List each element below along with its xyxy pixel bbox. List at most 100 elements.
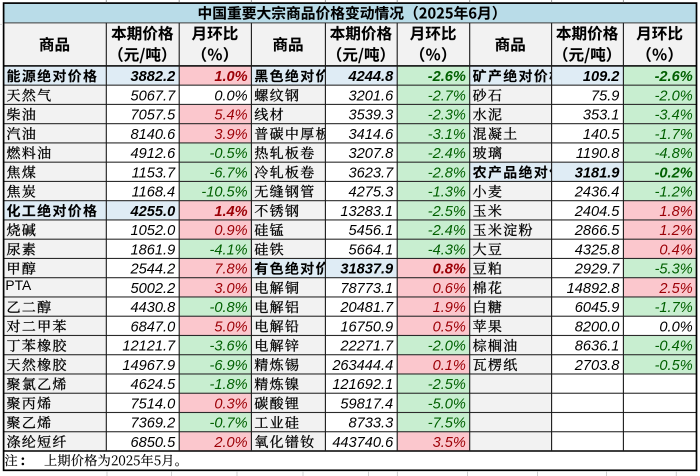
svg-text:3.0%: 3.0% xyxy=(214,281,247,297)
svg-text:1.8%: 1.8% xyxy=(659,204,692,220)
svg-text:-0.4%: -0.4% xyxy=(655,339,693,355)
svg-text:3623.7: 3623.7 xyxy=(349,165,395,181)
svg-text:31837.9: 31837.9 xyxy=(340,262,394,278)
svg-text:3207.8: 3207.8 xyxy=(349,146,395,162)
svg-text:0.6%: 0.6% xyxy=(433,281,466,297)
svg-text:1.0%: 1.0% xyxy=(214,69,247,85)
svg-text:-0.5%: -0.5% xyxy=(655,358,693,374)
svg-text:0.5%: 0.5% xyxy=(433,319,466,335)
svg-text:0.0%: 0.0% xyxy=(659,319,692,335)
svg-text:2866.5: 2866.5 xyxy=(574,223,621,239)
svg-text:7514.0: 7514.0 xyxy=(131,396,176,412)
svg-text:1.4%: 1.4% xyxy=(214,204,247,220)
svg-text:78773.1: 78773.1 xyxy=(340,281,393,297)
svg-text:20481.7: 20481.7 xyxy=(339,300,394,316)
svg-text:4325.8: 4325.8 xyxy=(575,242,621,258)
svg-text:263444.4: 263444.4 xyxy=(331,358,393,374)
svg-text:-10.5%: -10.5% xyxy=(201,185,247,201)
svg-text:59817.4: 59817.4 xyxy=(340,396,393,412)
svg-text:5.0%: 5.0% xyxy=(214,319,247,335)
svg-text:0.8%: 0.8% xyxy=(433,262,466,278)
svg-text:2.5%: 2.5% xyxy=(658,281,692,297)
svg-text:4255.0: 4255.0 xyxy=(130,204,176,220)
svg-text:-2.7%: -2.7% xyxy=(428,88,466,104)
svg-text:-1.2%: -1.2% xyxy=(655,185,693,201)
svg-text:3.9%: 3.9% xyxy=(214,127,247,143)
svg-text:1153.7: 1153.7 xyxy=(132,165,176,181)
svg-text:0.1%: 0.1% xyxy=(433,358,466,374)
svg-text:4430.8: 4430.8 xyxy=(131,300,177,316)
svg-text:121692.1: 121692.1 xyxy=(332,377,393,393)
svg-text:3201.6: 3201.6 xyxy=(349,88,395,104)
svg-text:3882.2: 3882.2 xyxy=(131,69,176,85)
svg-text:2.0%: 2.0% xyxy=(213,435,247,451)
svg-text:0.9%: 0.9% xyxy=(214,223,247,239)
svg-text:5664.1: 5664.1 xyxy=(349,242,394,258)
svg-text:5067.7: 5067.7 xyxy=(131,88,177,104)
svg-text:4244.8: 4244.8 xyxy=(348,69,395,85)
svg-text:6045.9: 6045.9 xyxy=(575,300,620,316)
svg-text:16750.9: 16750.9 xyxy=(340,319,393,335)
svg-text:6847.0: 6847.0 xyxy=(131,319,176,335)
svg-text:3181.9: 3181.9 xyxy=(575,165,621,181)
svg-text:14967.9: 14967.9 xyxy=(122,358,175,374)
svg-text:-2.6%: -2.6% xyxy=(428,69,466,85)
svg-text:-4.8%: -4.8% xyxy=(655,146,693,162)
svg-text:7369.2: 7369.2 xyxy=(131,416,176,432)
svg-text:8636.1: 8636.1 xyxy=(575,339,620,355)
svg-text:1190.8: 1190.8 xyxy=(576,146,620,162)
svg-text:-4.1%: -4.1% xyxy=(209,242,247,258)
svg-text:0.4%: 0.4% xyxy=(659,242,692,258)
svg-text:-0.5%: -0.5% xyxy=(209,146,247,162)
svg-text:5002.2: 5002.2 xyxy=(131,281,176,297)
svg-text:2436.4: 2436.4 xyxy=(574,185,620,201)
svg-text:1.2%: 1.2% xyxy=(659,223,692,239)
svg-text:-3.1%: -3.1% xyxy=(428,127,466,143)
svg-text:-0.7%: -0.7% xyxy=(209,416,247,432)
svg-text:-1.7%: -1.7% xyxy=(655,300,693,316)
svg-text:-3.6%: -3.6% xyxy=(209,339,247,355)
svg-text:-4.3%: -4.3% xyxy=(428,242,466,258)
svg-text:-1.7%: -1.7% xyxy=(655,127,693,143)
svg-text:-2.4%: -2.4% xyxy=(428,223,466,239)
svg-text:5456.1: 5456.1 xyxy=(349,223,394,239)
svg-text:-1.3%: -1.3% xyxy=(428,185,466,201)
svg-text:2703.8: 2703.8 xyxy=(574,358,621,374)
svg-text:4275.3: 4275.3 xyxy=(349,185,394,201)
svg-text:109.2: 109.2 xyxy=(583,69,620,85)
svg-text:-2.0%: -2.0% xyxy=(428,339,466,355)
svg-text:-2.6%: -2.6% xyxy=(655,69,693,85)
svg-text:140.5: 140.5 xyxy=(583,127,620,143)
svg-text:-2.5%: -2.5% xyxy=(428,377,466,393)
svg-text:0.0%: 0.0% xyxy=(214,88,247,104)
svg-text:8140.6: 8140.6 xyxy=(131,127,177,143)
svg-text:-1.8%: -1.8% xyxy=(209,377,247,393)
svg-text:-0.8%: -0.8% xyxy=(209,300,247,316)
svg-text:1861.9: 1861.9 xyxy=(131,242,176,258)
svg-text:2929.7: 2929.7 xyxy=(574,262,621,278)
svg-text:8733.3: 8733.3 xyxy=(349,416,394,432)
svg-text:1052.0: 1052.0 xyxy=(131,223,176,239)
svg-text:-2.0%: -2.0% xyxy=(655,88,693,104)
svg-text:-2.3%: -2.3% xyxy=(428,108,466,124)
svg-text:3414.6: 3414.6 xyxy=(349,127,395,143)
svg-text:14892.8: 14892.8 xyxy=(567,281,621,297)
svg-text:8200.0: 8200.0 xyxy=(575,319,620,335)
svg-text:4624.5: 4624.5 xyxy=(131,377,177,393)
svg-text:1.9%: 1.9% xyxy=(433,300,466,316)
svg-text:-2.4%: -2.4% xyxy=(428,146,466,162)
svg-text:443740.6: 443740.6 xyxy=(332,435,394,451)
svg-text:-5.0%: -5.0% xyxy=(428,396,466,412)
svg-text:12121.7: 12121.7 xyxy=(122,339,176,355)
svg-text:3539.3: 3539.3 xyxy=(349,108,394,124)
svg-text:-7.5%: -7.5% xyxy=(428,416,466,432)
svg-text:5.4%: 5.4% xyxy=(214,108,247,124)
svg-text:1168.4: 1168.4 xyxy=(132,185,176,201)
svg-text:75.9: 75.9 xyxy=(591,88,619,104)
svg-text:PTA: PTA xyxy=(5,278,32,293)
svg-text:-3.4%: -3.4% xyxy=(655,108,693,124)
svg-text:-2.8%: -2.8% xyxy=(428,165,466,181)
svg-text:353.1: 353.1 xyxy=(583,108,620,124)
svg-text:13283.1: 13283.1 xyxy=(340,204,393,220)
svg-text:7057.5: 7057.5 xyxy=(131,108,177,124)
